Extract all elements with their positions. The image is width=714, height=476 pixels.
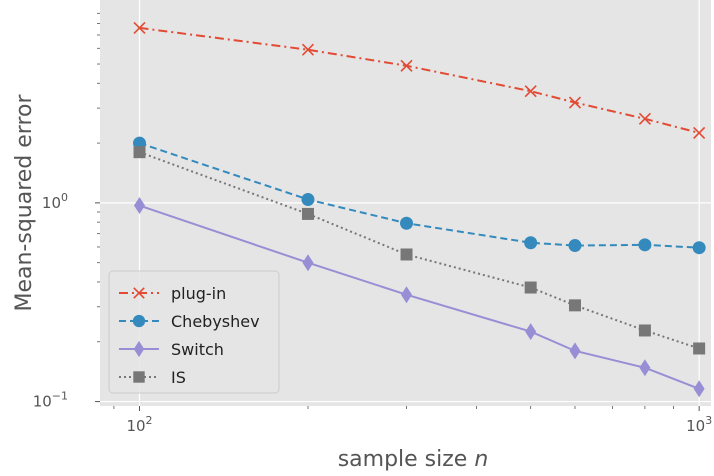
series-switch — [134, 197, 705, 398]
data-point — [524, 281, 537, 294]
data-point — [639, 359, 651, 377]
data-point — [638, 112, 651, 125]
data-point — [301, 43, 315, 56]
y-tick-label-exponent: 0 — [61, 191, 68, 204]
legend-entry: Switch — [119, 340, 224, 359]
legend-swatch-marker-stroke — [133, 287, 145, 299]
x-tick-label: 103 — [686, 414, 712, 435]
data-point — [638, 324, 651, 337]
data-point — [693, 342, 706, 355]
data-point — [525, 323, 537, 341]
data-point — [400, 59, 413, 72]
data-point — [133, 21, 146, 34]
x-tick-label: 102 — [126, 414, 152, 435]
y-tick-label: 100 — [42, 191, 68, 212]
legend-label: IS — [171, 368, 186, 387]
data-point — [568, 299, 581, 312]
y-tick-label: 10−1 — [33, 390, 68, 411]
data-point — [568, 239, 582, 253]
legend-entry: plug-in — [119, 284, 226, 303]
series-chebyshev — [133, 136, 706, 255]
data-point — [638, 238, 652, 252]
legend-entry: Chebyshev — [119, 312, 260, 331]
series-plug-in — [133, 21, 706, 139]
data-point — [302, 254, 314, 272]
data-point-stroke — [638, 112, 651, 125]
legend-label: plug-in — [171, 284, 226, 303]
data-point — [134, 197, 146, 215]
legend-swatch-marker — [133, 340, 145, 358]
data-point-stroke — [301, 43, 315, 56]
data-point — [133, 146, 146, 159]
data-point-stroke — [524, 85, 537, 98]
x-tick-label-base: 10 — [126, 417, 145, 435]
data-point — [692, 241, 706, 255]
series-is — [133, 146, 706, 355]
x-axis-title-text: sample size — [338, 447, 468, 472]
legend: plug-in Chebyshev Switch IS — [108, 270, 280, 394]
data-point-stroke — [568, 96, 582, 109]
data-point — [524, 236, 538, 250]
x-tick-label-exponent: 2 — [146, 414, 153, 427]
data-point-stroke — [133, 21, 146, 34]
data-point — [568, 96, 582, 109]
data-point-stroke — [693, 126, 706, 139]
x-tick-label-base: 10 — [686, 417, 705, 435]
y-tick-label-base: 10 — [33, 393, 52, 411]
series-layer — [133, 21, 706, 398]
data-point — [400, 248, 413, 261]
legend-label: Switch — [171, 340, 224, 359]
legend-swatch-marker — [133, 371, 145, 383]
data-point — [569, 342, 581, 360]
data-point — [301, 193, 315, 207]
data-point — [693, 380, 705, 398]
x-tick-label-exponent: 3 — [705, 414, 712, 427]
legend-entry: IS — [119, 368, 186, 387]
legend-box — [108, 270, 280, 394]
y-axis-title: Mean-squared error — [12, 94, 37, 312]
data-point — [401, 286, 413, 304]
x-axis-title: sample size n — [338, 447, 489, 472]
legend-swatch-marker — [132, 314, 146, 328]
data-point — [693, 126, 706, 139]
y-tick-label-base: 10 — [42, 194, 61, 212]
data-point-stroke — [400, 59, 413, 72]
data-point — [301, 207, 314, 220]
legend-label: Chebyshev — [171, 312, 260, 331]
legend-swatch-marker — [133, 287, 145, 299]
y-tick-label-exponent: −1 — [52, 390, 68, 403]
x-axis-title-variable: n — [474, 447, 488, 472]
data-point — [400, 216, 414, 230]
data-point — [524, 85, 537, 98]
